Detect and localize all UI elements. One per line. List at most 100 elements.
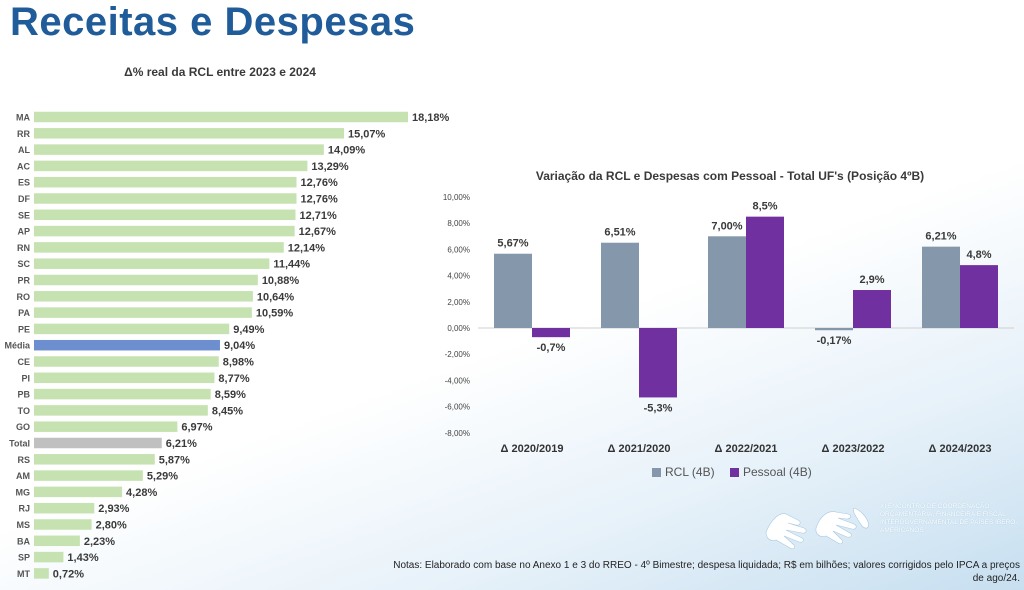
hbar-ro <box>34 291 253 302</box>
hbar-se <box>34 209 296 221</box>
hbar-category-rn: RN <box>17 243 30 253</box>
hbar-ma <box>34 111 408 123</box>
hbar-category-ac: AC <box>17 161 30 171</box>
vbar-category-label: Δ 2020/2019 <box>501 443 564 455</box>
hbar-category-rr: RR <box>17 129 30 139</box>
hbar-total <box>34 437 162 449</box>
hbar-value-label-ba: 2,23% <box>84 536 115 548</box>
hbar-rn <box>34 242 284 253</box>
vbar-rcl-bar <box>815 328 853 331</box>
hbar-value-label-ac: 13,29% <box>311 161 349 173</box>
vbar-pessoal-bar <box>960 265 998 328</box>
hbar-pa <box>34 307 252 318</box>
hbar-rr <box>34 128 345 139</box>
vbar-data-label: 2,9% <box>859 274 884 286</box>
slide-title: Receitas e Despesas <box>10 0 416 44</box>
hbar-category-m-dia: Média <box>4 341 31 351</box>
vbar-ytick-label: -8,00% <box>445 429 470 438</box>
hbar-value-label-pb: 8,59% <box>215 389 246 401</box>
hbar-category-al: AL <box>18 145 30 155</box>
hbar-sc <box>34 258 270 269</box>
vbar-category-label: Δ 2021/2020 <box>608 443 671 455</box>
vbar-data-label: 8,5% <box>752 201 777 213</box>
legend-swatch-rcl <box>652 468 661 477</box>
vbar-rcl-bar <box>708 236 746 328</box>
hbar-m-dia <box>34 339 220 351</box>
event-logo: XI Encontro de Coordenação Orçamentária,… <box>758 498 1024 558</box>
legend-swatch-pessoal <box>730 468 739 477</box>
hbar-value-label-total: 6,21% <box>166 438 197 450</box>
hbar-value-label-ro: 10,64% <box>257 291 295 303</box>
legend-label-pessoal: Pessoal (4B) <box>743 465 812 479</box>
hbar-category-go: GO <box>16 422 30 432</box>
hbar-es <box>34 176 297 188</box>
hbar-value-label-to: 8,45% <box>212 405 243 417</box>
hbar-ba <box>34 535 80 547</box>
hbar-value-label-rj: 2,93% <box>98 503 129 515</box>
vbar-data-label: -0,17% <box>817 335 852 347</box>
hbar-ms <box>34 519 92 530</box>
hbar-category-pe: PE <box>18 324 30 334</box>
vbar-category-label: Δ 2022/2021 <box>715 443 778 455</box>
hbar-value-label-se: 12,71% <box>299 210 337 222</box>
hbar-value-label-al: 14,09% <box>328 145 366 157</box>
hbar-value-label-ap: 12,67% <box>299 226 337 238</box>
vbar-category-label: Δ 2023/2022 <box>822 443 885 455</box>
vbar-chart-title: Variação da RCL e Despesas com Pessoal -… <box>536 169 924 183</box>
hbar-ap <box>34 225 295 237</box>
hbar-value-label-mt: 0,72% <box>53 568 84 580</box>
hbar-category-pb: PB <box>17 390 30 400</box>
vbar-ytick-label: 8,00% <box>447 219 470 228</box>
rcl-personnel-variation-chart: Variação da RCL e Despesas com Pessoal -… <box>443 169 1014 479</box>
vbar-rcl-bar <box>601 242 639 328</box>
hbar-category-pr: PR <box>17 276 30 286</box>
hbar-value-label-df: 12,76% <box>300 194 338 206</box>
vbar-data-label: -0,7% <box>537 342 566 354</box>
vbar-data-label: 5,67% <box>497 238 528 250</box>
hbar-pi <box>34 372 215 384</box>
vbar-data-label: 6,51% <box>604 227 635 239</box>
vbar-ytick-label: 0,00% <box>447 324 470 333</box>
hbar-category-pi: PI <box>21 373 30 383</box>
footnote: Notas: Elaborado com base no Anexo 1 e 3… <box>393 560 1020 584</box>
vbar-rcl-bar <box>922 246 960 328</box>
hbar-category-se: SE <box>18 210 30 220</box>
hbar-category-sp: SP <box>18 553 30 563</box>
hbar-category-to: TO <box>18 406 30 416</box>
hbar-value-label-pi: 8,77% <box>218 373 249 385</box>
hbar-category-df: DF <box>18 194 30 204</box>
hbar-value-label-m-dia: 9,04% <box>224 340 255 352</box>
hbar-value-label-pr: 10,88% <box>262 275 300 287</box>
event-logo-text: XI Encontro de Coordenação Orçamentária,… <box>880 503 1018 534</box>
hbar-to <box>34 405 208 416</box>
hbar-rj <box>34 502 95 514</box>
vbar-ytick-label: -4,00% <box>445 376 470 385</box>
hbar-value-label-ma: 18,18% <box>412 112 450 124</box>
hbar-value-label-pa: 10,59% <box>256 308 294 320</box>
vbar-pessoal-bar <box>532 328 570 338</box>
hbar-value-label-ms: 2,80% <box>96 520 127 532</box>
hbar-category-mt: MT <box>17 569 30 579</box>
vbar-data-label: -5,3% <box>644 402 673 414</box>
hbar-value-label-mg: 4,28% <box>126 487 157 499</box>
hands-logo-icon <box>765 507 869 550</box>
hbar-category-ma: MA <box>16 113 30 123</box>
hbar-category-es: ES <box>18 178 30 188</box>
hbar-category-ba: BA <box>17 536 30 546</box>
hbar-ce <box>34 356 219 367</box>
hbar-mg <box>34 486 123 498</box>
hbar-value-label-rr: 15,07% <box>348 128 386 140</box>
hbar-category-rj: RJ <box>18 504 30 514</box>
hbar-category-ap: AP <box>17 227 30 237</box>
vbar-ytick-label: -2,00% <box>445 350 470 359</box>
rcl-variation-by-state-chart: Δ% real da RCL entre 2023 e 2024 MA 18,18%… <box>4 65 449 580</box>
hbar-value-label-sc: 11,44% <box>273 259 310 271</box>
hbar-chart-title: Δ% real da RCL entre 2023 e 2024 <box>124 65 316 79</box>
vbar-ytick-label: 4,00% <box>447 272 470 281</box>
vbar-pessoal-bar <box>639 328 677 398</box>
hbar-category-sc: SC <box>17 259 30 269</box>
hbar-value-label-rn: 12,14% <box>288 242 326 254</box>
vbar-ytick-label: 10,00% <box>443 193 470 202</box>
vbar-data-label: 4,8% <box>966 249 991 261</box>
